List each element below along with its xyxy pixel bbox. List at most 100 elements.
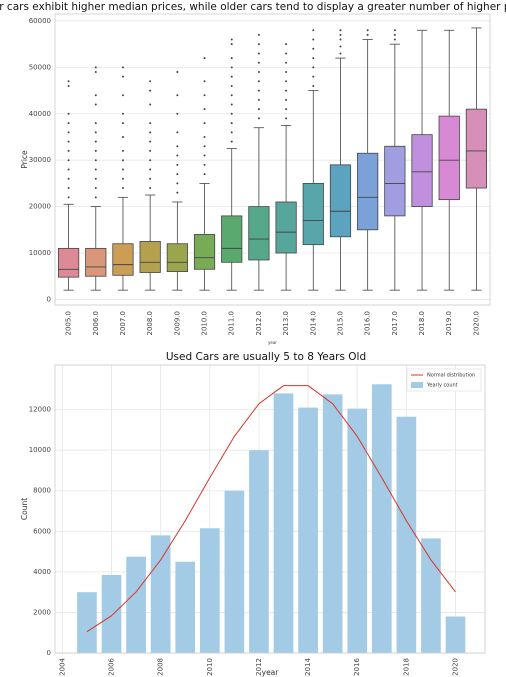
outlier — [312, 66, 315, 69]
bar — [175, 561, 196, 653]
outlier — [285, 43, 288, 46]
x-tick-label: 2006 — [108, 657, 116, 675]
x-tick-label: 2009.0 — [173, 311, 181, 336]
x-tick-label: 2020.0 — [472, 311, 480, 336]
bar — [322, 394, 343, 653]
box — [329, 164, 352, 238]
y-tick-label: 4000 — [33, 568, 51, 576]
outlier — [257, 117, 260, 120]
outlier — [121, 75, 124, 78]
outlier — [312, 29, 315, 32]
outlier — [203, 154, 206, 157]
outlier — [67, 84, 70, 87]
y-tick-label: 0 — [47, 295, 51, 303]
x-tick-label: 2017.0 — [391, 311, 399, 336]
y-tick-label: 6000 — [33, 527, 51, 535]
outlier — [121, 135, 124, 138]
outlier — [121, 177, 124, 180]
outlier — [149, 140, 152, 143]
x-tick-label: 2006.0 — [92, 311, 100, 336]
outlier — [257, 33, 260, 36]
outlier — [121, 149, 124, 152]
box — [438, 115, 460, 201]
outlier — [257, 80, 260, 83]
outlier — [67, 168, 70, 171]
y-tick-label: 2000 — [33, 608, 51, 616]
bar — [150, 535, 171, 653]
x-tick-label: 2018 — [402, 658, 410, 676]
outlier — [176, 191, 179, 194]
outlier — [257, 71, 260, 74]
y-tick-label: 50000 — [29, 63, 51, 71]
plot-frame — [54, 13, 491, 306]
x-tick-label: 2014.0 — [309, 311, 317, 336]
box — [275, 201, 297, 254]
outlier — [285, 80, 288, 83]
outlier — [312, 75, 315, 78]
box — [166, 243, 188, 272]
bar — [101, 574, 122, 653]
box — [193, 234, 216, 270]
legend-swatch — [411, 382, 423, 388]
box — [248, 206, 270, 261]
outlier — [176, 131, 179, 134]
outlier — [121, 159, 124, 162]
legend-box — [406, 368, 482, 392]
outlier — [285, 117, 288, 120]
x-tick-label: 2016.0 — [364, 311, 372, 336]
outlier — [149, 122, 152, 125]
bar — [126, 556, 146, 653]
outlier — [312, 47, 315, 50]
outlier — [94, 168, 97, 171]
outlier — [339, 29, 342, 32]
outlier — [67, 177, 70, 180]
outlier — [257, 43, 260, 46]
line — [86, 385, 456, 633]
outlier — [94, 94, 97, 97]
y-tick-label: 60000 — [29, 17, 51, 25]
outlier — [67, 159, 70, 162]
outlier — [94, 140, 97, 143]
outlier — [149, 80, 152, 83]
bar — [199, 528, 220, 653]
bar — [371, 384, 392, 653]
outlier — [94, 187, 97, 190]
x-axis-label: year — [262, 668, 280, 677]
outlier — [339, 38, 342, 41]
outlier — [203, 94, 206, 97]
outlier — [176, 71, 179, 74]
outlier — [393, 29, 396, 32]
x-tick-label: 2008 — [157, 658, 165, 676]
outlier — [230, 94, 233, 97]
outlier — [121, 112, 124, 115]
outlier — [393, 38, 396, 41]
outlier — [339, 45, 342, 48]
x-tick-label: 2005.0 — [65, 311, 73, 336]
outlier — [230, 84, 233, 87]
box — [384, 145, 406, 217]
x-tick-label: 2012 — [255, 658, 263, 676]
outlier — [149, 103, 152, 106]
x-tick-label: 2016 — [353, 657, 361, 675]
outlier — [203, 80, 206, 83]
outlier — [149, 177, 152, 180]
x-tick-label: 2020 — [452, 658, 460, 676]
outlier — [203, 163, 206, 166]
outlier — [230, 66, 233, 69]
outlier — [285, 71, 288, 74]
x-tick-label: 2010 — [206, 658, 214, 676]
box — [411, 134, 433, 208]
outlier — [257, 61, 260, 64]
y-tick-label: 10000 — [29, 446, 51, 454]
outlier — [285, 98, 288, 101]
outlier — [176, 182, 179, 185]
outlier — [94, 66, 97, 69]
x-tick-label: 2018.0 — [418, 311, 426, 336]
outlier — [94, 122, 97, 125]
outlier — [94, 103, 97, 106]
outlier — [67, 122, 70, 125]
outlier — [176, 145, 179, 148]
outlier — [121, 122, 124, 125]
outlier — [94, 177, 97, 180]
